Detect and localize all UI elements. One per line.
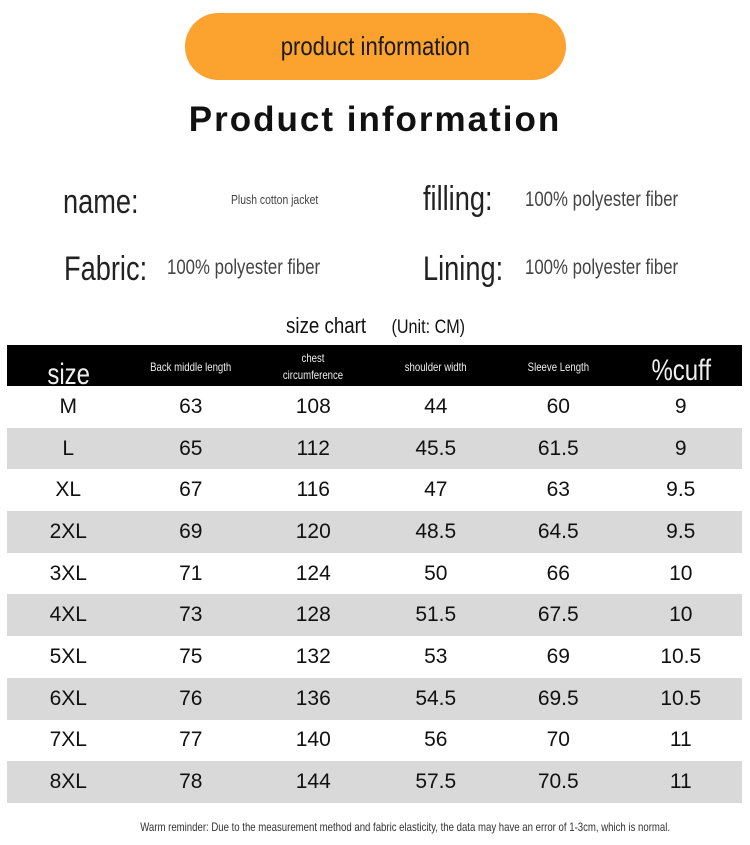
table-row: 6XL 76 136 54.5 69.5 10.5 — [7, 677, 742, 720]
table-cell: 60 — [546, 394, 570, 418]
table-cell: 64.5 — [537, 519, 579, 543]
size-table: size Back middle length chest circumferenc… — [7, 345, 742, 803]
lining-label: Lining: — [423, 250, 504, 288]
table-cell: 71 — [179, 561, 203, 585]
table-cell: 51.5 — [415, 603, 457, 627]
table-cell: 132 — [295, 644, 331, 668]
name-label: name: — [63, 183, 139, 221]
table-cell: 66 — [546, 561, 570, 585]
table-cell: 69.5 — [537, 686, 579, 710]
size-chart-title: size chart (Unit: CM) — [285, 313, 465, 338]
fabric-value: 100% polyester fiber — [167, 256, 321, 279]
column-header: Sleeve Length — [527, 359, 589, 374]
table-cell: 116 — [296, 478, 330, 502]
table-row: 7XL 77 140 56 70 11 — [7, 720, 742, 762]
warm-reminder: Warm reminder: Due to the measurement me… — [140, 820, 670, 834]
table-cell: 67.5 — [537, 603, 579, 627]
column-header: %cuff — [650, 354, 711, 387]
table-cell: 124 — [295, 561, 331, 585]
table-cell: 67 — [179, 478, 203, 502]
table-cell: 108 — [295, 394, 331, 418]
table-cell: 48.5 — [415, 519, 457, 543]
table-cell: 10.5 — [660, 644, 702, 668]
table-cell: 128 — [295, 603, 331, 627]
name-value: Plush cotton jacket — [231, 192, 319, 207]
table-cell: 73 — [179, 603, 203, 627]
table-cell: XL — [55, 478, 82, 502]
table-cell: 11 — [669, 728, 692, 752]
table-row: 4XL 73 128 51.5 67.5 10 — [7, 594, 742, 637]
table-cell: 9.5 — [666, 519, 696, 543]
table-cell: 63 — [179, 394, 203, 418]
table-cell: 69 — [546, 644, 570, 668]
table-cell: 4XL — [49, 603, 87, 627]
table-cell: 9.5 — [666, 478, 696, 502]
table-row: L 65 112 45.5 61.5 9 — [7, 427, 742, 470]
table-header: size Back middle length chest circumferenc… — [7, 345, 742, 391]
table-cell: 54.5 — [415, 686, 457, 710]
table-cell: 44 — [424, 394, 448, 418]
table-cell: 10 — [669, 603, 693, 627]
table-row: XL 67 116 47 63 9.5 — [7, 469, 742, 511]
table-cell: 140 — [295, 728, 331, 752]
table-cell: 5XL — [49, 644, 87, 668]
page-title: Product information — [188, 100, 562, 139]
table-cell: 78 — [179, 770, 203, 794]
table-cell: 69 — [179, 519, 203, 543]
fabric-label: Fabric: — [64, 250, 148, 288]
table-cell: 63 — [546, 478, 570, 502]
column-header: size — [46, 358, 90, 391]
table-cell: 7XL — [49, 728, 87, 752]
table-row: 3XL 71 124 50 66 10 — [7, 553, 742, 595]
table-cell: 77 — [179, 728, 203, 752]
table-cell: 136 — [295, 686, 331, 710]
table-row: 2XL 69 120 48.5 64.5 9.5 — [7, 511, 742, 553]
table-cell: 10 — [669, 561, 693, 585]
table-cell: 112 — [296, 436, 330, 460]
table-cell: 57.5 — [415, 770, 457, 794]
table-cell: 9 — [674, 436, 687, 460]
table-row: 5XL 75 132 53 69 10.5 — [7, 636, 742, 678]
column-header: Back middle length — [150, 359, 232, 374]
table-cell: 56 — [424, 728, 448, 752]
table-cell: L — [62, 436, 75, 460]
table-cell: 45.5 — [415, 436, 457, 460]
table-row: M 63 108 44 60 9 — [7, 386, 742, 428]
table-cell: 2XL — [49, 519, 87, 543]
table-row: 8XL 78 144 57.5 70.5 11 — [7, 761, 742, 803]
table-cell: 76 — [179, 686, 203, 710]
table-cell: 61.5 — [537, 436, 579, 460]
table-cell: 53 — [424, 644, 448, 668]
table-cell: 50 — [424, 561, 448, 585]
table-cell: 3XL — [49, 561, 87, 585]
table-cell: 120 — [295, 519, 331, 543]
table-cell: 11 — [669, 770, 692, 794]
table-cell: 75 — [179, 644, 203, 668]
table-cell: 9 — [674, 394, 687, 418]
table-cell: 70 — [546, 728, 570, 752]
table-cell: 8XL — [49, 770, 87, 794]
column-header: chest circumference — [283, 351, 344, 382]
table-cell: M — [59, 394, 78, 418]
filling-label: filling: — [423, 180, 493, 218]
table-cell: 70.5 — [537, 770, 579, 794]
table-cell: 144 — [295, 770, 331, 794]
table-cell: 6XL — [49, 686, 87, 710]
banner: product information — [185, 13, 566, 80]
table-cell: 10.5 — [660, 686, 702, 710]
table-cell: 65 — [179, 436, 203, 460]
filling-value: 100% polyester fiber — [525, 188, 679, 211]
table-cell: 47 — [424, 478, 448, 502]
column-header: shoulder width — [404, 359, 467, 374]
lining-value: 100% polyester fiber — [525, 256, 679, 279]
